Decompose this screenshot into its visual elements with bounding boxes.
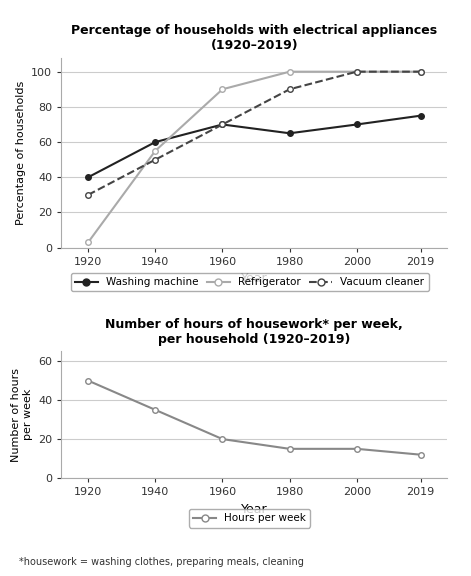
Y-axis label: Number of hours
per week: Number of hours per week — [11, 367, 32, 462]
X-axis label: Year: Year — [241, 503, 268, 516]
Title: Number of hours of housework* per week,
per household (1920–2019): Number of hours of housework* per week, … — [106, 318, 403, 346]
Legend: Washing machine, Refrigerator, Vacuum cleaner: Washing machine, Refrigerator, Vacuum cl… — [71, 273, 429, 291]
X-axis label: Year: Year — [241, 272, 268, 285]
Legend: Hours per week: Hours per week — [189, 509, 310, 528]
Y-axis label: Percentage of households: Percentage of households — [16, 81, 25, 225]
Title: Percentage of households with electrical appliances
(1920–2019): Percentage of households with electrical… — [71, 24, 438, 52]
Text: *housework = washing clothes, preparing meals, cleaning: *housework = washing clothes, preparing … — [19, 558, 304, 567]
